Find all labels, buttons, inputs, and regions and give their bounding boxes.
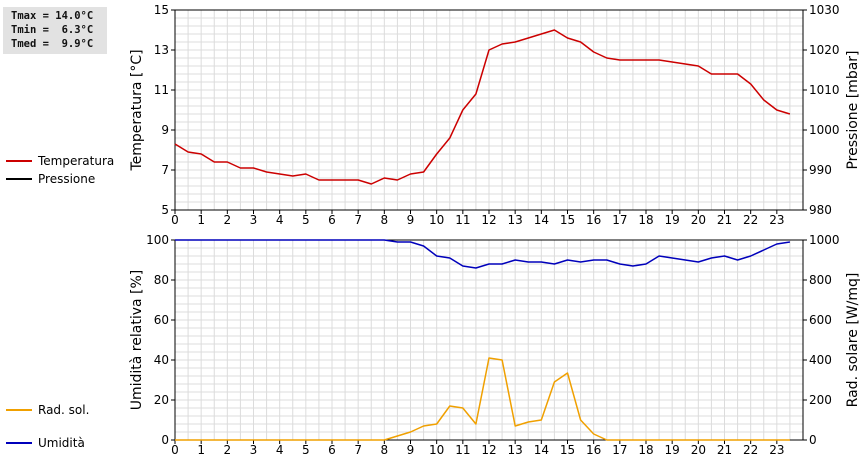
temp-xtick-label: 7: [354, 213, 362, 227]
hum-ytick-label: 40: [154, 353, 169, 367]
temp-xtick-label: 11: [455, 213, 470, 227]
hum-xtick-label: 22: [743, 443, 758, 457]
temp-y2tick-label: 980: [809, 203, 832, 217]
temp-xtick-label: 0: [171, 213, 179, 227]
hum-xtick-label: 6: [328, 443, 336, 457]
hum-xtick-label: 18: [638, 443, 653, 457]
temp-y2tick-label: 1010: [809, 83, 840, 97]
temp-ylabel: Temperatura [°C]: [129, 49, 145, 171]
temp-xtick-label: 3: [250, 213, 258, 227]
hum-y2tick-label: 1000: [809, 233, 840, 247]
legend-item-pressione: Pressione: [6, 172, 95, 186]
legend-swatch-pressione: [6, 177, 32, 180]
hum-xtick-label: 11: [455, 443, 470, 457]
hum-xtick-label: 1: [197, 443, 205, 457]
temp-xtick-label: 14: [534, 213, 549, 227]
hum-xtick-label: 2: [224, 443, 232, 457]
legend-item-temperatura: Temperatura: [6, 154, 114, 168]
hum-xtick-label: 4: [276, 443, 284, 457]
hum-xtick-label: 8: [381, 443, 389, 457]
temp-xtick-label: 10: [429, 213, 444, 227]
hum-xtick-label: 23: [769, 443, 784, 457]
temp-y2label: Pressione [mbar]: [845, 50, 860, 169]
hum-xtick-label: 5: [302, 443, 310, 457]
temp-xtick-label: 4: [276, 213, 284, 227]
hum-xtick-label: 3: [250, 443, 258, 457]
hum-xtick-label: 19: [665, 443, 680, 457]
temp-xtick-label: 8: [381, 213, 389, 227]
stats-box: Tmax = 14.0°C Tmin = 6.3°C Tmed = 9.9°C: [3, 7, 107, 54]
legend-swatch-rad-sol: [6, 408, 32, 411]
temp-xtick-label: 2: [224, 213, 232, 227]
temp-xtick-label: 13: [508, 213, 523, 227]
temp-y2tick-label: 1000: [809, 123, 840, 137]
tmed-text: Tmed = 9.9°C: [11, 38, 94, 50]
tmin-text: Tmin = 6.3°C: [11, 24, 94, 36]
hum-ylabel: Umidità relativa [%]: [129, 270, 145, 411]
hum-xtick-label: 10: [429, 443, 444, 457]
hum-xtick-label: 14: [534, 443, 549, 457]
legend-item-umidita: Umidità: [6, 436, 85, 450]
tmax-text: Tmax = 14.0°C: [11, 10, 94, 22]
temp-xtick-label: 9: [407, 213, 415, 227]
temp-xtick-label: 21: [717, 213, 732, 227]
legend-label-rad-sol: Rad. sol.: [38, 403, 90, 417]
hum-ytick-label: 100: [146, 233, 169, 247]
temp-xtick-label: 15: [560, 213, 575, 227]
hum-ytick-label: 60: [154, 313, 169, 327]
temp-xtick-label: 20: [691, 213, 706, 227]
hum-y2tick-label: 600: [809, 313, 832, 327]
temp-y2tick-label: 1030: [809, 3, 840, 17]
legend-swatch-umidita: [6, 441, 32, 444]
hum-xtick-label: 0: [171, 443, 179, 457]
legend-swatch-temperatura: [6, 159, 32, 162]
hum-ytick-label: 20: [154, 393, 169, 407]
hum-xtick-label: 16: [586, 443, 601, 457]
temp-xtick-label: 5: [302, 213, 310, 227]
legend-label-umidita: Umidità: [38, 436, 85, 450]
temp-xtick-label: 6: [328, 213, 336, 227]
hum-y2tick-label: 400: [809, 353, 832, 367]
temp-ytick-label: 7: [161, 163, 169, 177]
hum-xtick-label: 20: [691, 443, 706, 457]
hum-ytick-label: 80: [154, 273, 169, 287]
hum-xtick-label: 13: [508, 443, 523, 457]
hum-y2label: Rad. solare [W/mq]: [845, 273, 860, 408]
temp-ytick-label: 15: [154, 3, 169, 17]
temp-ytick-label: 9: [161, 123, 169, 137]
temp-y2tick-label: 990: [809, 163, 832, 177]
temp-ytick-label: 5: [161, 203, 169, 217]
hum-xtick-label: 15: [560, 443, 575, 457]
hum-xtick-label: 12: [481, 443, 496, 457]
legend-label-pressione: Pressione: [38, 172, 96, 186]
temp-xtick-label: 22: [743, 213, 758, 227]
temp-ytick-label: 13: [154, 43, 169, 57]
temp-xtick-label: 12: [481, 213, 496, 227]
hum-xtick-label: 9: [407, 443, 415, 457]
temp-y2tick-label: 1020: [809, 43, 840, 57]
temp-xtick-label: 18: [638, 213, 653, 227]
hum-series-0-line: [175, 239, 791, 269]
temp-xtick-label: 1: [197, 213, 205, 227]
legend-label-temperatura: Temperatura: [38, 154, 115, 168]
temp-ytick-label: 11: [154, 83, 169, 97]
hum-series-1-line: [175, 357, 790, 441]
hum-y2tick-label: 200: [809, 393, 832, 407]
hum-ytick-label: 0: [161, 433, 169, 447]
legend-item-rad-sol: Rad. sol.: [6, 403, 89, 417]
hum-xtick-label: 17: [612, 443, 627, 457]
hum-y2tick-label: 0: [809, 433, 817, 447]
hum-xtick-label: 21: [717, 443, 732, 457]
temp-series-0-line: [174, 29, 791, 185]
temp-xtick-label: 23: [769, 213, 784, 227]
temp-xtick-label: 17: [612, 213, 627, 227]
temp-xtick-label: 16: [586, 213, 601, 227]
temp-xtick-label: 19: [665, 213, 680, 227]
hum-y2tick-label: 800: [809, 273, 832, 287]
hum-xtick-label: 7: [354, 443, 362, 457]
